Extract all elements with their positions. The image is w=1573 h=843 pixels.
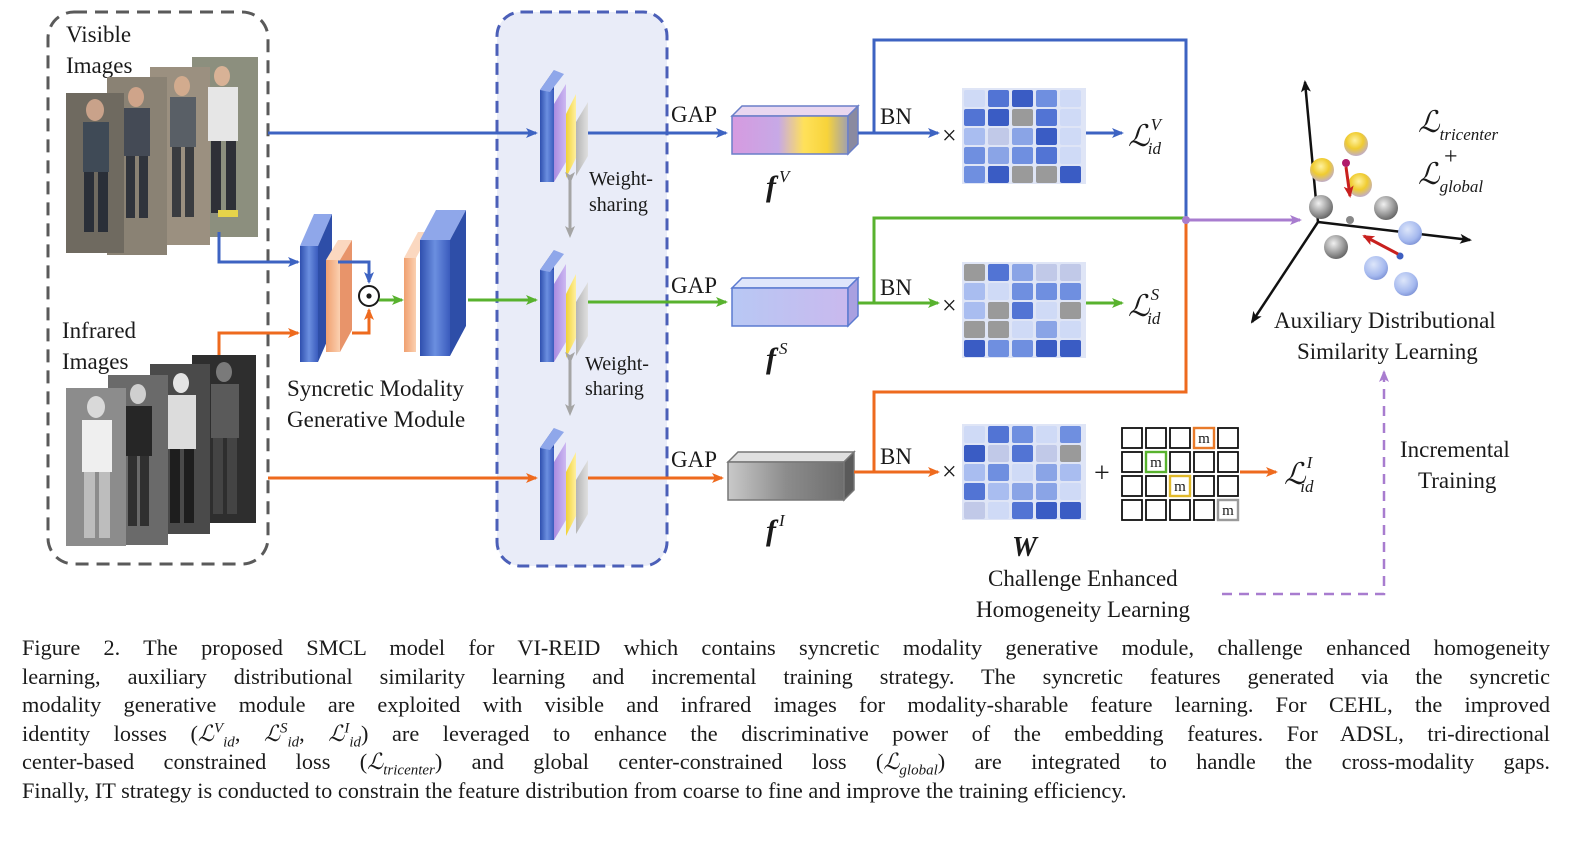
feature-vector-syncretic — [730, 276, 860, 328]
mask-cell-label: m — [1174, 479, 1186, 495]
gap-label-syncretic: GAP — [671, 273, 717, 298]
times-visible: × — [942, 121, 957, 150]
bn-label-syncretic: BN — [880, 275, 912, 300]
visible-images-label: Visible — [66, 22, 131, 47]
caption-line-4: identity losses (ℒVid, ℒSid, ℒIid) are l… — [22, 720, 1550, 751]
infrared-route-to-adsl — [872, 222, 1188, 472]
infrared-path-to-odot — [352, 308, 374, 335]
smgm-label-line2: Generative Module — [287, 407, 465, 432]
times-syncretic: × — [942, 291, 957, 320]
caption-line-3: modality generative module are exploited… — [22, 692, 1550, 718]
feature-vector-infrared — [726, 450, 856, 502]
smcl-architecture-diagram: Visible Images Infrared Images — [46, 10, 1510, 622]
loss-id-infrared: ℒI id — [1284, 453, 1314, 496]
figure-caption: Figure 2. The proposed SMCL model for VI… — [22, 634, 1550, 806]
w-label: W — [1012, 532, 1039, 563]
infrared-path-to-generator — [217, 328, 300, 355]
input-images-box — [46, 10, 270, 566]
gap-label-infrared: GAP — [671, 447, 717, 472]
weight-matrix-infrared — [962, 424, 1086, 520]
syncretic-generator-block — [300, 210, 466, 362]
weight-sharing-label-2: Weight- — [585, 353, 649, 375]
cehl-label: Challenge Enhanced — [988, 566, 1178, 591]
loss-tricenter: ℒtricenter — [1418, 106, 1499, 144]
loss-plus: + — [1444, 144, 1458, 170]
bn-label-visible: BN — [880, 104, 912, 129]
feature-space-points — [1309, 132, 1422, 296]
loss-id-visible: ℒV id — [1128, 115, 1164, 158]
caption-line-1: Figure 2. The proposed SMCL model for VI… — [22, 635, 1550, 660]
weight-sharing-label-2b: sharing — [585, 378, 644, 400]
gap-label-visible: GAP — [671, 102, 717, 127]
caption-line-2: learning, auxiliary distributional simil… — [22, 663, 1550, 689]
visible-person-images — [66, 57, 258, 255]
times-infrared: × — [942, 457, 957, 486]
incremental-label-line2: Training — [1418, 468, 1497, 493]
incremental-training-path — [1222, 370, 1389, 596]
caption-line-6: Finally, IT strategy is conducted to con… — [22, 777, 1127, 803]
loss-id-syncretic: ℒS id — [1128, 285, 1161, 328]
visible-route-to-adsl — [872, 38, 1188, 222]
infrared-images-label: Infrared — [62, 318, 137, 343]
infrared-person-images — [66, 355, 256, 546]
adsl-label: Auxiliary Distributional — [1274, 308, 1496, 333]
shared-backbone-box — [495, 10, 669, 568]
visible-path-to-odot — [338, 260, 374, 284]
plus-operator: + — [1094, 458, 1110, 489]
weight-matrix-visible — [962, 88, 1086, 184]
cehl-label-line2: Homogeneity Learning — [976, 597, 1190, 622]
smgm-label: Syncretic Modality — [287, 376, 464, 401]
mask-cell-label: m — [1198, 431, 1210, 447]
weight-matrix-syncretic — [962, 262, 1086, 358]
weight-sharing-label-1b: sharing — [589, 194, 648, 216]
syncretic-route-to-adsl — [872, 216, 1186, 303]
caption-line-5: center-based constrained loss (ℒtricente… — [22, 749, 1550, 779]
incremental-label: Incremental — [1400, 437, 1510, 462]
visible-images-label-line2: Images — [66, 53, 132, 78]
feature-vector-visible — [730, 104, 860, 156]
mask-cell-label: m — [1222, 503, 1234, 519]
loss-global: ℒglobal — [1418, 158, 1483, 196]
visible-path-to-generator — [217, 232, 300, 267]
mask-cell-label: m — [1150, 455, 1162, 471]
adsl-label-line2: Similarity Learning — [1297, 339, 1478, 364]
weight-sharing-label-1: Weight- — [589, 168, 653, 190]
infrared-images-label-line2: Images — [62, 349, 128, 374]
bn-label-infrared: BN — [880, 444, 912, 469]
